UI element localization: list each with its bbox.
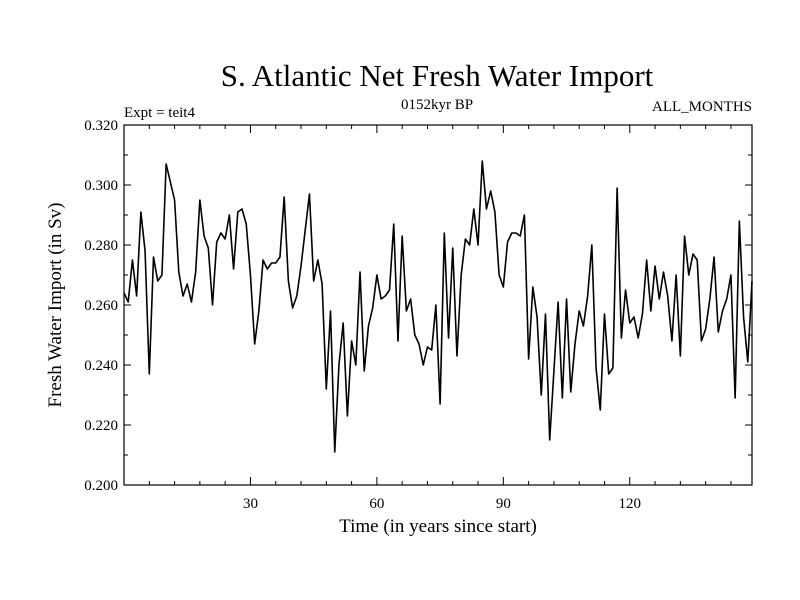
experiment-label: Expt = teit4 [124,105,195,121]
y-tick-label: 0.320 [84,118,118,134]
chart-title: S. Atlantic Net Fresh Water Import [221,58,654,93]
y-axis-label: Fresh Water Import (in Sv) [45,203,66,408]
months-label: ALL_MONTHS [652,99,752,115]
y-tick-label: 0.200 [84,478,118,494]
series-line [123,160,753,453]
x-tick-label: 30 [243,496,258,512]
period-label: 0152kyr BP [401,97,473,113]
x-tick-label: 120 [619,496,642,512]
plot-frame [123,124,753,486]
y-tick-label: 0.300 [84,178,118,194]
y-tick-label: 0.280 [84,238,118,254]
y-tick-label: 0.220 [84,418,118,434]
y-tick-label: 0.260 [84,298,118,314]
y-tick-label: 0.240 [84,358,118,374]
x-tick-label: 90 [496,496,511,512]
x-tick-label: 60 [369,496,384,512]
x-axis-label: Time (in years since start) [339,516,537,537]
